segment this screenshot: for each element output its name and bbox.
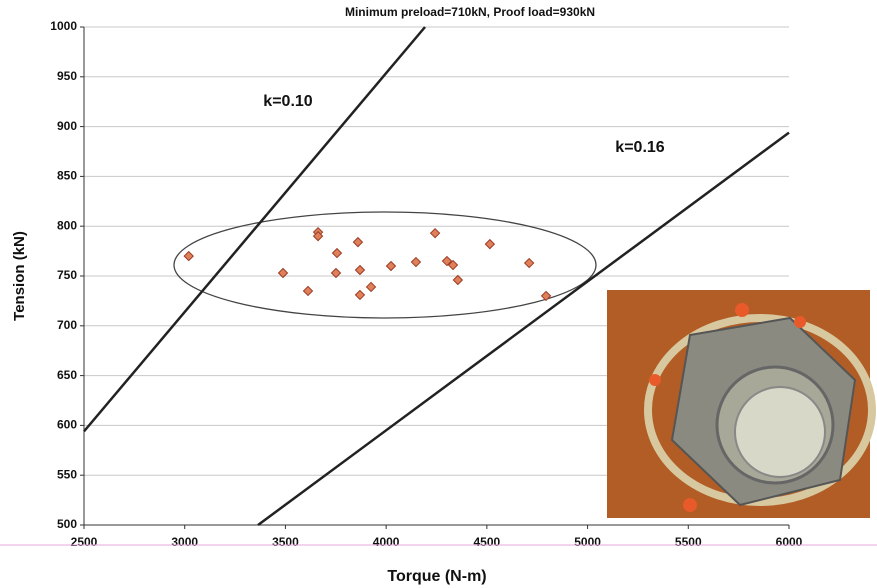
x-axis-label: Torque (N-m) bbox=[387, 568, 486, 585]
x-tick-label: 6000 bbox=[776, 535, 803, 549]
cluster-ellipse bbox=[173, 211, 597, 319]
data-point bbox=[354, 289, 366, 301]
paint-fleck bbox=[649, 374, 661, 386]
data-point bbox=[452, 274, 464, 286]
photo-inset bbox=[607, 290, 876, 518]
k-line-label: k=0.16 bbox=[615, 139, 664, 156]
x-tick-label: 3000 bbox=[171, 535, 198, 549]
k-line-label: k=0.10 bbox=[263, 93, 312, 110]
data-point bbox=[352, 236, 364, 248]
data-point bbox=[447, 259, 459, 271]
x-tick-label: 3500 bbox=[272, 535, 299, 549]
data-point bbox=[441, 255, 453, 267]
y-tick-label: 750 bbox=[57, 268, 77, 282]
data-point bbox=[331, 247, 343, 259]
data-point bbox=[523, 257, 535, 269]
data-point bbox=[312, 230, 324, 242]
washer bbox=[644, 314, 876, 506]
y-tick-label: 600 bbox=[57, 418, 77, 432]
y-tick-label: 850 bbox=[57, 169, 77, 183]
data-point bbox=[385, 260, 397, 272]
y-tick-label: 500 bbox=[57, 517, 77, 531]
y-tick-label: 1000 bbox=[50, 19, 77, 33]
paint-fleck bbox=[735, 303, 749, 317]
y-tick-label: 650 bbox=[57, 368, 77, 382]
data-point bbox=[183, 250, 194, 262]
k-line bbox=[83, 26, 426, 433]
data-point bbox=[365, 281, 377, 293]
data-point bbox=[302, 285, 314, 297]
x-tick-label: 4500 bbox=[474, 535, 501, 549]
y-tick-label: 900 bbox=[57, 119, 77, 133]
y-tick-label: 950 bbox=[57, 69, 77, 83]
y-tick-label: 700 bbox=[57, 318, 77, 332]
data-point bbox=[540, 290, 552, 302]
y-tick-label: 800 bbox=[57, 218, 77, 232]
k-line bbox=[257, 131, 790, 527]
data-point bbox=[330, 267, 342, 279]
x-tick-label: 2500 bbox=[71, 535, 98, 549]
bolt-end bbox=[734, 386, 826, 478]
y-tick-label: 550 bbox=[57, 467, 77, 481]
data-point bbox=[410, 256, 422, 268]
paint-fleck bbox=[794, 316, 806, 328]
x-tick-label: 5500 bbox=[675, 535, 702, 549]
plot-area: k=0.10 k=0.16 bbox=[83, 26, 790, 527]
x-tick-label: 5000 bbox=[574, 535, 601, 549]
data-point bbox=[429, 227, 441, 239]
y-axis-label: Tension (kN) bbox=[11, 231, 28, 321]
data-point bbox=[277, 267, 289, 279]
paint-fleck bbox=[683, 498, 697, 512]
data-point bbox=[354, 264, 366, 276]
x-tick-label: 4000 bbox=[373, 535, 400, 549]
chart-subtitle: Minimum preload=710kN, Proof load=930kN bbox=[345, 5, 595, 19]
data-point bbox=[484, 238, 496, 250]
